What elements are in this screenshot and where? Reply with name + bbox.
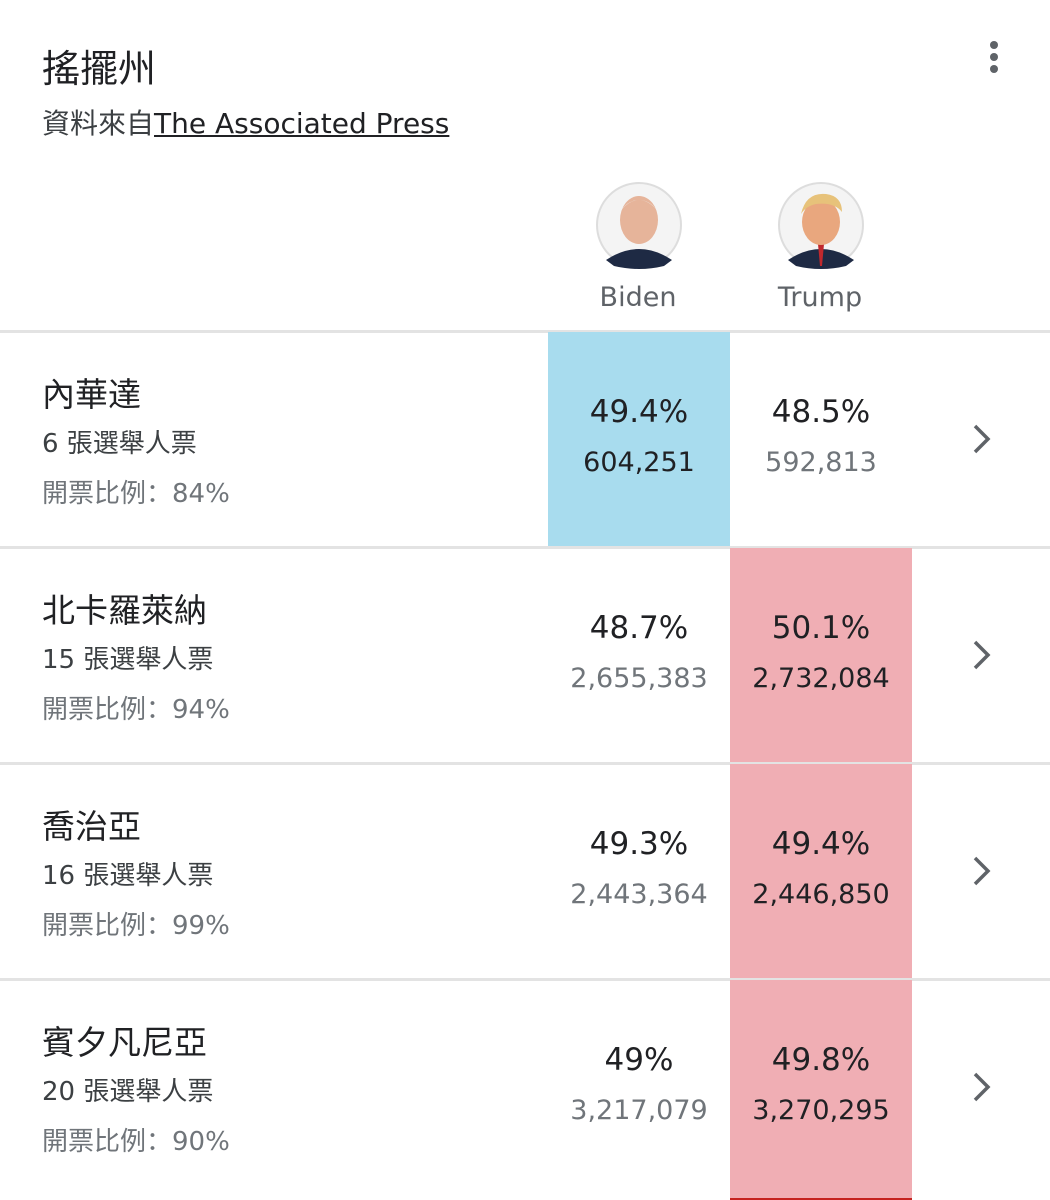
reporting: 開票比例：84% — [42, 479, 230, 509]
divider — [0, 330, 1050, 333]
source-prefix: 資料來自 — [42, 107, 155, 140]
reporting: 開票比例：90% — [42, 1127, 230, 1157]
chevron — [973, 1072, 991, 1102]
vote-count: 3,217,079 — [570, 1095, 708, 1126]
source: 資料來自The Associated Press — [42, 102, 449, 142]
electoral-votes: 20 張選舉人票 — [42, 1077, 214, 1107]
divider — [0, 978, 1050, 981]
state-row[interactable]: 49.3% 2,443,364 49.4% 2,446,850 喬治亞 16 張選舉人票開… — [0, 764, 1050, 980]
reporting: 開票比例：94% — [42, 695, 230, 725]
result-cell: 48.5% 592,813 — [730, 332, 912, 546]
result-cell: 49.4% 604,251 — [548, 332, 730, 546]
source-link[interactable]: The Associated Press — [154, 107, 450, 140]
state-row[interactable]: 48.7% 2,655,383 50.1% 2,732,084 北卡羅萊納 15 張選舉人… — [0, 548, 1050, 764]
reporting: 開票比例：99% — [42, 911, 230, 941]
result-cell: 50.1% 2,732,084 — [730, 548, 912, 762]
result-cell: 48.7% 2,655,383 — [548, 548, 730, 762]
electoral-votes: 16 張選舉人票 — [42, 861, 214, 891]
vote-count: 592,813 — [765, 447, 877, 478]
electoral-votes: 15 張選舉人票 — [42, 645, 214, 675]
vote-percent: 49.8% — [771, 1042, 871, 1078]
result-cell: 49% 3,217,079 — [548, 980, 730, 1198]
vote-percent: 48.7% — [589, 610, 689, 646]
vote-count: 2,732,084 — [752, 663, 890, 694]
vote-percent: 48.5% — [771, 394, 871, 430]
trump-photo — [778, 182, 864, 269]
candidate-name: Biden — [599, 282, 677, 313]
state-name: 賓夕凡尼亞 — [42, 1023, 207, 1062]
chevron — [973, 856, 991, 886]
state-row[interactable]: 49% 3,217,079 49.8% 3,270,295 賓夕凡尼亞 20 張選舉人票開… — [0, 980, 1050, 1198]
state-name: 北卡羅萊納 — [42, 591, 207, 630]
state-row[interactable]: 49.4% 604,251 48.5% 592,813 內華達 6 張選舉人票開票比例：8… — [0, 332, 1050, 548]
candidate-name: Trump — [777, 282, 863, 313]
vote-count: 2,655,383 — [570, 663, 708, 694]
chevron — [973, 640, 991, 670]
state-name: 內華達 — [42, 375, 141, 414]
title: 搖擺州 — [42, 47, 157, 91]
result-cell: 49.8% 3,270,295 — [730, 980, 912, 1198]
electoral-votes: 6 張選舉人票 — [42, 429, 197, 459]
vote-count: 3,270,295 — [752, 1095, 890, 1126]
vote-count: 2,443,364 — [570, 879, 708, 910]
vote-percent: 49.4% — [771, 826, 871, 862]
state-name: 喬治亞 — [42, 807, 141, 846]
divider — [0, 546, 1050, 549]
biden-photo — [596, 182, 682, 269]
vote-percent: 50.1% — [771, 610, 871, 646]
vote-count: 604,251 — [583, 447, 695, 478]
result-cell: 49.4% 2,446,850 — [730, 764, 912, 978]
vote-percent: 49.4% — [589, 394, 689, 430]
vote-percent: 49.3% — [589, 826, 689, 862]
result-cell: 49.3% 2,443,364 — [548, 764, 730, 978]
menu-button[interactable] — [978, 40, 1010, 76]
vote-count: 2,446,850 — [752, 879, 890, 910]
chevron — [973, 424, 991, 454]
divider — [0, 762, 1050, 765]
vote-percent: 49% — [604, 1042, 674, 1078]
